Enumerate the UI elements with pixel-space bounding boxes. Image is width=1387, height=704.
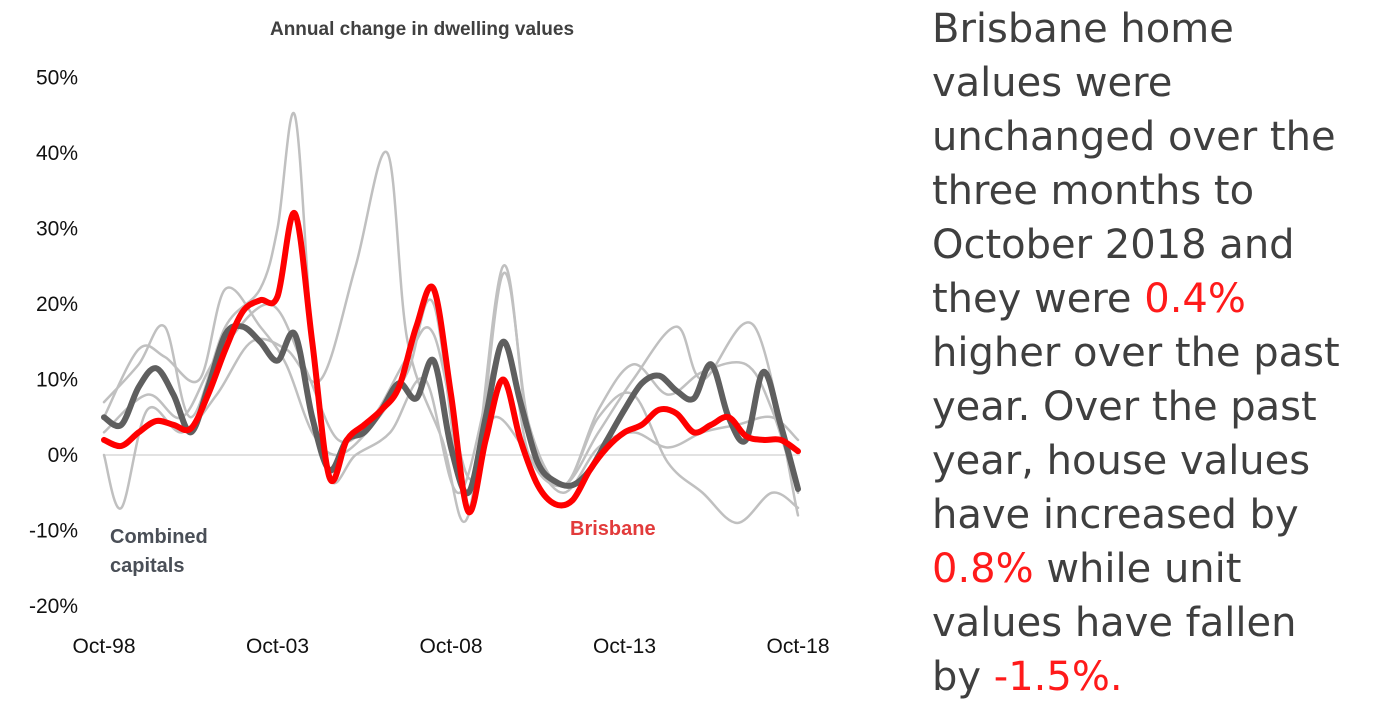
x-tick-label: Oct-18 — [766, 635, 829, 658]
y-tick-label: -10% — [29, 520, 78, 543]
y-tick-label: -20% — [29, 595, 78, 618]
other-capital-series-line — [102, 111, 800, 517]
combined-capitals-label-2: capitals — [110, 555, 184, 577]
x-tick-label: Oct-03 — [246, 635, 309, 658]
other-capital-series-line — [102, 150, 800, 525]
y-tick-label: 40% — [36, 142, 78, 165]
narr-line: year, house values — [932, 438, 1311, 484]
brisbane-label: Brisbane — [570, 518, 656, 540]
narr-line: October 2018 and — [932, 222, 1295, 268]
other-capital-series-line — [102, 271, 800, 510]
combined-capitals-label-1: Combined — [110, 526, 208, 548]
narrative-text: Brisbane home values were unchanged over… — [932, 2, 1340, 704]
chart-title: Annual change in dwelling values — [270, 19, 574, 40]
y-tick-label: 50% — [36, 67, 78, 90]
combined-capitals-series-line — [101, 322, 801, 497]
x-tick-label: Oct-98 — [72, 635, 135, 658]
narr-line: Brisbane home — [932, 6, 1234, 52]
narr-line: have increased by — [932, 492, 1299, 538]
dwelling-values-chart: Annual change in dwelling values 50% 40% 3… — [29, 19, 830, 658]
narr-line: unchanged over the — [932, 114, 1336, 160]
narr-line: values have fallen — [932, 600, 1297, 646]
brisbane-series-line — [101, 210, 801, 516]
y-tick-label: 30% — [36, 218, 78, 241]
y-tick-label: 10% — [36, 369, 78, 392]
x-tick-label: Oct-08 — [419, 635, 482, 658]
x-tick-label: Oct-13 — [593, 635, 656, 658]
narr-line: 0.8% while unit — [932, 546, 1242, 592]
y-tick-label: 0% — [48, 444, 78, 467]
narr-line: values were — [932, 60, 1173, 106]
narr-line: by -1.5%. — [932, 654, 1123, 700]
narr-line: they were 0.4% — [932, 276, 1246, 322]
narr-line: higher over the past — [932, 330, 1340, 376]
narr-line: three months to — [932, 168, 1255, 214]
house-change-value: 0.8% — [932, 546, 1034, 592]
overall-change-value: 0.4% — [1144, 276, 1246, 322]
y-tick-label: 20% — [36, 293, 78, 316]
narr-line: year. Over the past — [932, 384, 1317, 430]
unit-change-value: -1.5%. — [993, 654, 1123, 700]
